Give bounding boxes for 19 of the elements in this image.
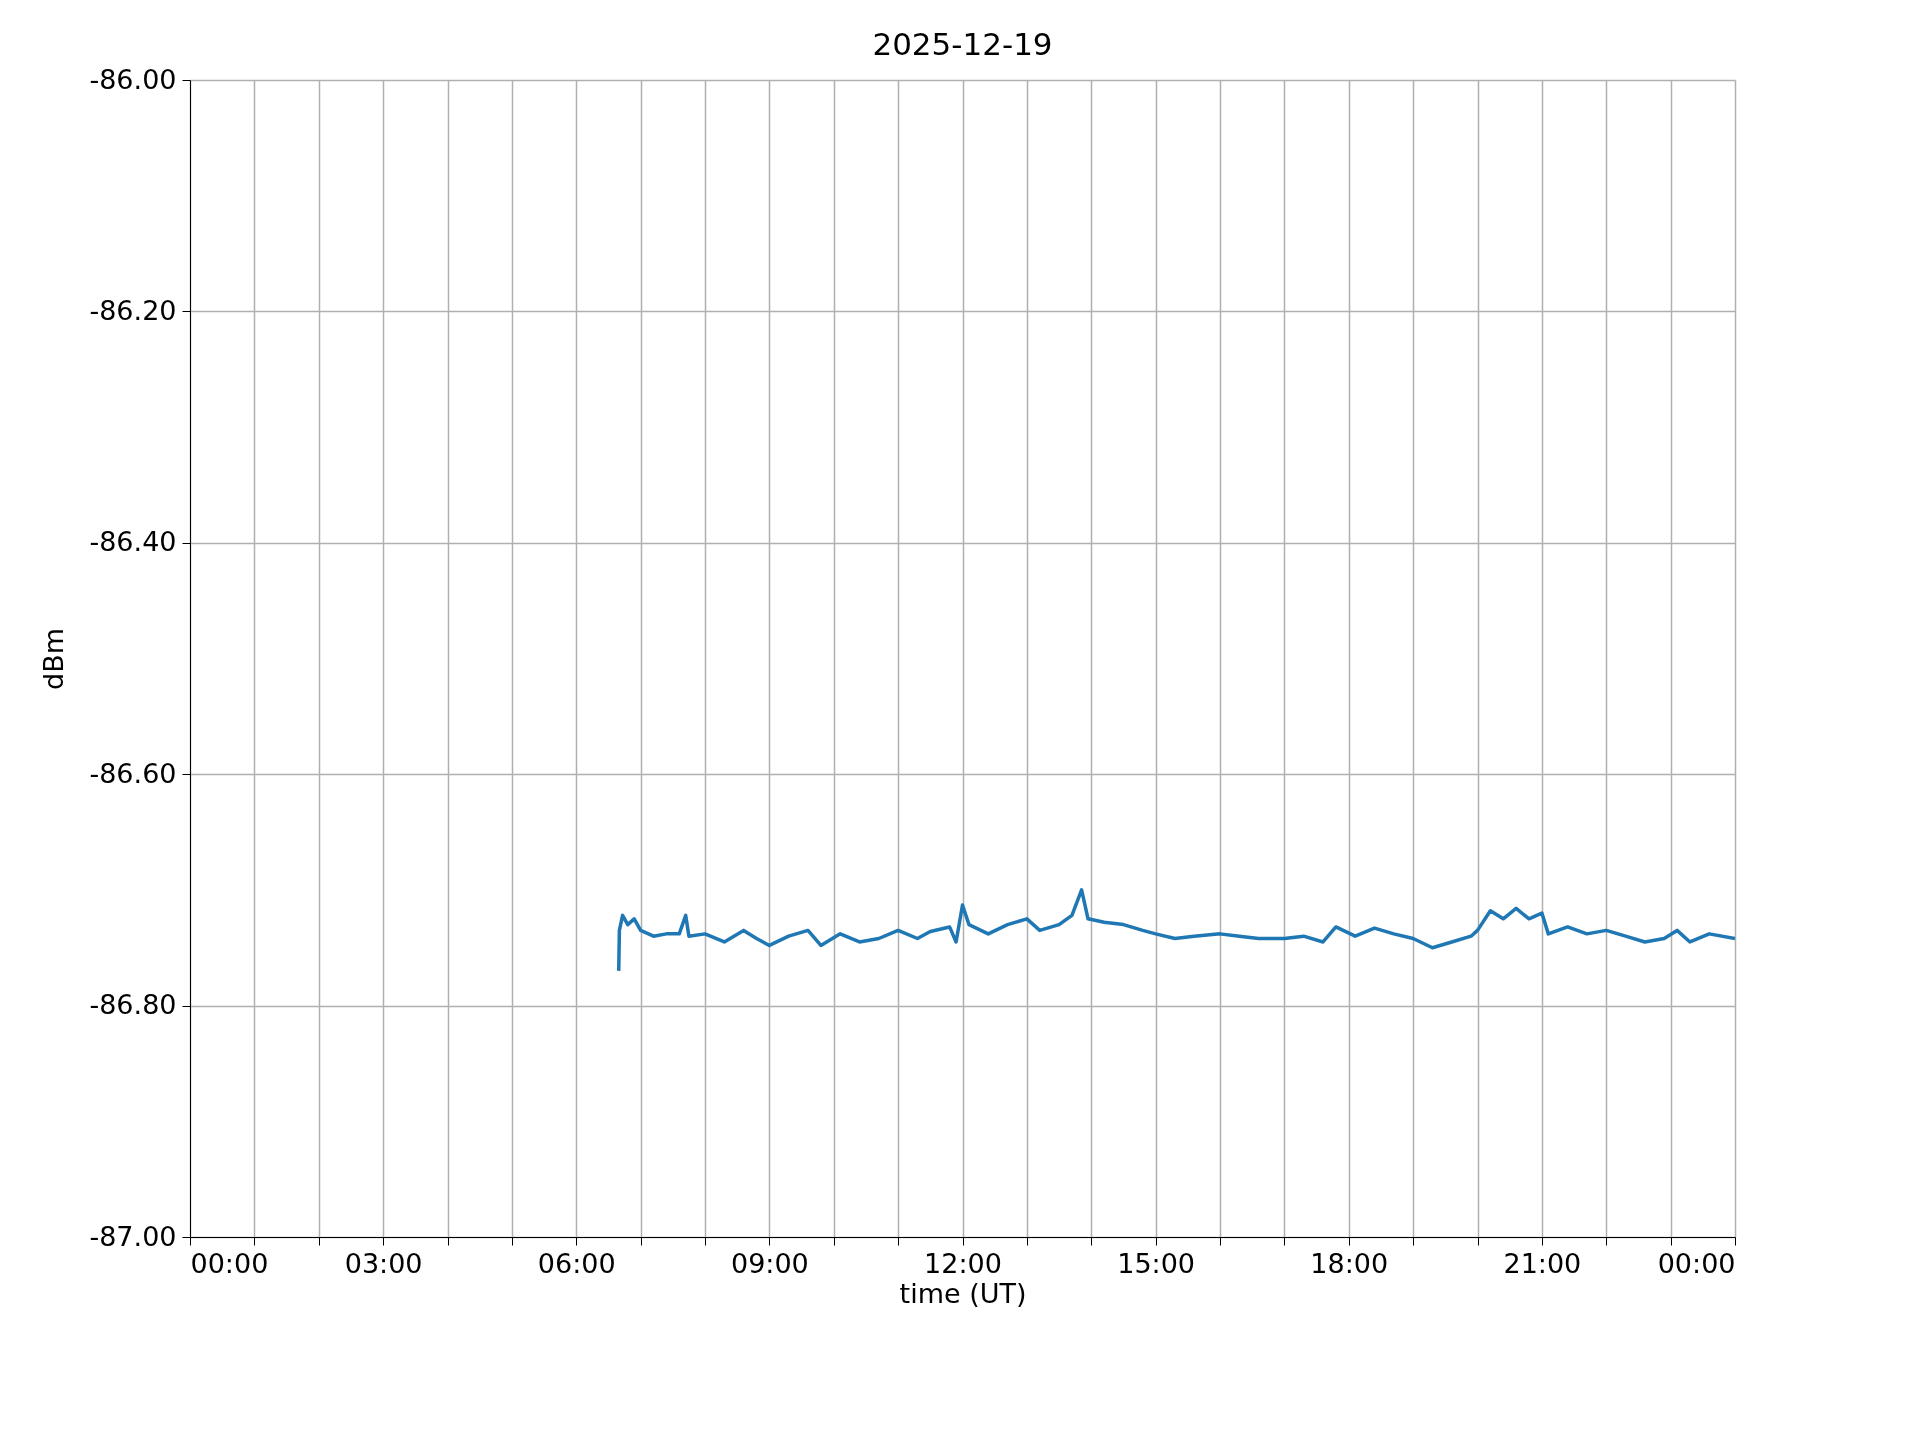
x-tick-label: 09:00	[730, 1247, 809, 1279]
x-tick-label: 12:00	[924, 1247, 1002, 1279]
chart-title: 2025-12-19	[872, 26, 1053, 62]
x-tick-label: 06:00	[537, 1247, 616, 1279]
line-series	[616, 888, 1735, 973]
x-tick-label: 21:00	[1503, 1247, 1582, 1279]
y-tick-label: -86.60	[89, 757, 177, 789]
x-tick-label: 15:00	[1117, 1247, 1196, 1279]
y-tick-label: -86.40	[89, 526, 177, 558]
x-tick-label: 00:00	[1657, 1247, 1736, 1279]
x-tick-label: 18:00	[1310, 1247, 1389, 1279]
y-tick-label: -86.80	[89, 989, 177, 1021]
x-axis-title: time (UT)	[899, 1277, 1027, 1309]
x-tick-label: 00:00	[190, 1247, 269, 1279]
y-tick-label: -86.20	[89, 294, 177, 326]
x-tick-label: 03:00	[344, 1247, 423, 1279]
y-tick-label: -86.00	[89, 63, 177, 95]
y-tick-label: -87.00	[89, 1220, 177, 1252]
y-axis-title: dBm	[38, 628, 70, 690]
